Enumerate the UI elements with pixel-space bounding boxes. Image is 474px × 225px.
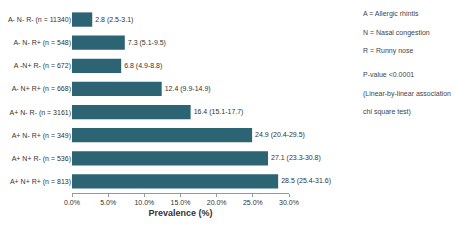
svg-text:25.0%: 25.0% (243, 199, 263, 206)
svg-text:27.1 (23.3-30.8): 27.1 (23.3-30.8) (271, 154, 321, 162)
svg-text:16.4 (15.1-17.7): 16.4 (15.1-17.7) (194, 108, 244, 116)
svg-text:A = Allergic rhintis: A = Allergic rhintis (363, 10, 419, 18)
svg-text:0.0%: 0.0% (64, 199, 80, 206)
svg-text:chi square test): chi square test) (363, 108, 411, 116)
svg-text:5.0%: 5.0% (100, 199, 116, 206)
svg-text:A+ N- R- (n = 3161): A+ N- R- (n = 3161) (10, 109, 71, 117)
svg-text:R = Runny nose: R = Runny nose (363, 47, 413, 55)
svg-text:A+ N+ R+ (n = 813): A+ N+ R+ (n = 813) (10, 178, 71, 186)
svg-text:7.3 (5.1-9.5): 7.3 (5.1-9.5) (128, 39, 166, 47)
svg-text:10.0%: 10.0% (134, 199, 154, 206)
svg-text:2.8 (2.5-3.1): 2.8 (2.5-3.1) (95, 16, 133, 24)
svg-text:28.5 (25.4-31.6): 28.5 (25.4-31.6) (281, 177, 331, 185)
svg-text:A- N- R+ (n = 548): A- N- R+ (n = 548) (13, 39, 71, 47)
svg-text:15.0%: 15.0% (171, 199, 191, 206)
svg-text:(Linear-by-linear association: (Linear-by-linear association (363, 90, 451, 98)
svg-text:A- N- R- (n = 11340): A- N- R- (n = 11340) (8, 16, 71, 24)
svg-text:30.0%: 30.0% (279, 199, 299, 206)
svg-text:P-value <0.0001: P-value <0.0001 (363, 71, 414, 78)
svg-text:A- N+ R+ (n = 668): A- N+ R+ (n = 668) (12, 85, 71, 93)
svg-text:20.0%: 20.0% (207, 199, 227, 206)
svg-text:A -N+ R- (n = 672): A -N+ R- (n = 672) (14, 62, 71, 70)
svg-text:N = Nasal congestion: N = Nasal congestion (363, 29, 430, 37)
svg-text:24.9 (20.4-29.5): 24.9 (20.4-29.5) (255, 131, 305, 139)
svg-text:12.4 (9.9-14.9): 12.4 (9.9-14.9) (165, 85, 211, 93)
svg-text:A+ N- R+ (n = 349): A+ N- R+ (n = 349) (12, 132, 71, 140)
svg-text:Prevalence (%): Prevalence (%) (148, 208, 212, 218)
svg-text:A+ N+ R- (n = 536): A+ N+ R- (n = 536) (12, 155, 71, 163)
svg-text:6.8 (4.9-8.8): 6.8 (4.9-8.8) (124, 62, 162, 70)
